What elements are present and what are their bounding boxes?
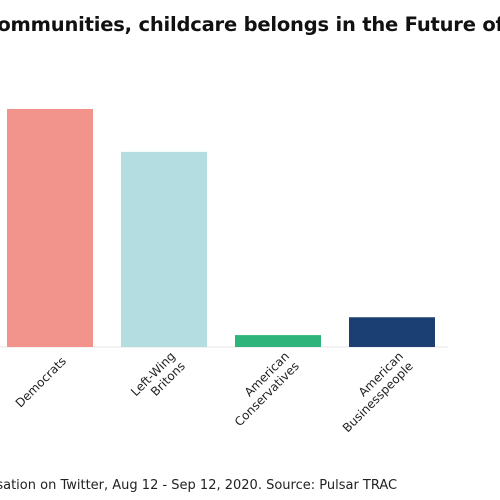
bar-democrats [7, 109, 93, 347]
x-tick-label: Democrats [13, 354, 69, 410]
bar-american-businesspeople [349, 317, 435, 347]
x-tick-label-group: Democrats [13, 354, 69, 410]
bars-group [7, 109, 435, 347]
bar-american-conservatives [235, 335, 321, 347]
bar-left-wing-britons [121, 151, 207, 347]
chart-title: communities, childcare belongs in the Fu… [0, 13, 500, 36]
chart-footer: rsation on Twitter, Aug 12 - Sep 12, 202… [0, 478, 398, 493]
